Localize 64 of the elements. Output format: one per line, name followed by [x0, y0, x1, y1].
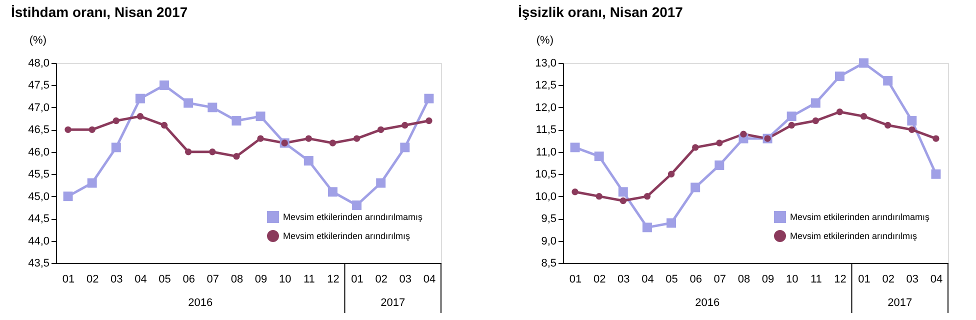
y-tick-label: 12,5	[535, 80, 556, 92]
x-tick-label: 06	[182, 274, 195, 286]
y-tick-label: 9,5	[541, 213, 556, 226]
legend-label: Mevsim etkilerinden arındırılmamış	[283, 212, 424, 222]
y-tick-label: 12,0	[535, 102, 556, 114]
x-tick-label: 02	[86, 274, 99, 286]
x-tick-label: 11	[810, 274, 822, 286]
x-tick-label: 03	[110, 274, 123, 286]
text: 2016	[695, 297, 720, 309]
x-tick-label: 04	[642, 274, 654, 286]
y-tick-label: 11,0	[536, 146, 556, 158]
x-tick-label: 07	[714, 274, 726, 286]
x-tick-label: 11	[303, 274, 315, 286]
text: 2017	[888, 297, 912, 309]
x-tick-label: 04	[423, 274, 436, 286]
x-tick-label: 04	[930, 274, 943, 286]
x-tick-label: 03	[399, 274, 412, 286]
y-axis-title: (%)	[29, 34, 46, 46]
y-tick-label: 10,5	[535, 168, 556, 181]
x-tick-label: 08	[230, 274, 244, 286]
legend-label: Mevsim etkilerinden arındırılmış	[790, 231, 918, 241]
legend-label: Mevsim etkilerinden arındırılmış	[283, 231, 411, 241]
x-tick-label: 05	[158, 274, 171, 286]
y-tick-label: 45,0	[28, 190, 50, 203]
x-tick-label: 04	[134, 274, 147, 286]
x-tick-label: 09	[762, 274, 774, 286]
x-tick-label: 10	[278, 274, 292, 286]
y-tick-label: 47,5	[28, 80, 50, 92]
x-tick-label: 01	[62, 274, 75, 286]
y-tick-label: 8,5	[541, 258, 556, 270]
x-tick-label: 01	[569, 274, 582, 286]
x-tick-label: 07	[206, 274, 220, 286]
x-tick-label: 12	[327, 274, 340, 286]
x-tick-label: 06	[690, 274, 702, 286]
legend-label: Mevsim etkilerinden arındırılmamış	[790, 212, 930, 222]
y-tick-label: 45,5	[28, 168, 50, 181]
x-tick-label: 05	[666, 274, 678, 286]
y-tick-label: 44,5	[28, 213, 50, 226]
x-tick-label: 01	[351, 274, 364, 286]
x-tick-label: 02	[593, 274, 606, 286]
y-tick-label: 10,0	[535, 190, 556, 203]
y-tick-label: 47,0	[28, 102, 50, 114]
y-tick-label: 46,0	[28, 146, 50, 158]
text: 2016	[188, 297, 213, 309]
x-tick-label: 09	[254, 274, 268, 286]
y-tick-label: 46,5	[28, 124, 50, 136]
y-axis-title: (%)	[536, 34, 554, 46]
x-tick-label: 02	[882, 274, 894, 286]
y-tick-label: 13,0	[535, 58, 556, 70]
y-tick-label: 43,5	[28, 258, 50, 270]
y-tick-label: 11,5	[536, 124, 556, 136]
y-tick-label: 44,0	[28, 235, 50, 248]
x-tick-label: 01	[858, 274, 870, 286]
text: 2017	[380, 297, 406, 309]
x-tick-label: 10	[786, 274, 798, 286]
y-tick-label: 48,0	[28, 58, 50, 70]
x-tick-label: 12	[834, 274, 846, 286]
chart-title: İstihdam oranı, Nisan 2017	[11, 4, 188, 20]
chart-title: İşsizlik oranı, Nisan 2017	[518, 4, 684, 20]
y-tick-label: 9,0	[541, 235, 556, 248]
x-tick-label: 03	[618, 274, 630, 286]
x-tick-label: 03	[906, 274, 919, 286]
x-tick-label: 08	[738, 274, 750, 286]
x-tick-label: 02	[375, 274, 388, 286]
